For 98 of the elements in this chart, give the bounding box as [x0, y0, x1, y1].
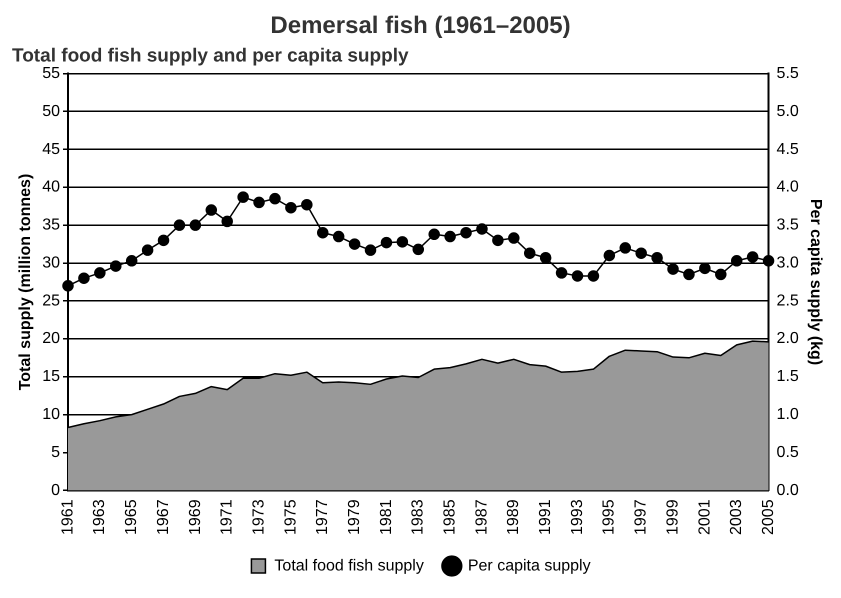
x-tick-label: 1977: [314, 499, 332, 535]
point: [62, 280, 74, 292]
point: [492, 234, 504, 246]
y2-tick-label: 1.0: [776, 406, 799, 424]
x-tick-label: 1965: [123, 499, 140, 535]
x-tick-label: 2003: [728, 499, 746, 535]
point: [428, 228, 440, 240]
x-tick-label: 2001: [696, 499, 714, 535]
point: [78, 272, 90, 284]
point: [316, 226, 328, 238]
point: [412, 244, 424, 256]
y-tick-label: 20: [42, 330, 60, 348]
point: [237, 191, 249, 203]
point: [444, 230, 456, 242]
y-tick-label: 35: [42, 216, 60, 234]
y2-axis-title: Per capita supply (kg): [806, 198, 824, 366]
x-tick-label: 1999: [664, 499, 682, 535]
point: [460, 226, 472, 238]
point: [476, 223, 488, 235]
x-tick-label: 1985: [442, 499, 459, 535]
point: [94, 267, 106, 279]
y-tick-label: 30: [42, 254, 60, 272]
y-axis-title: Total supply (million tonnes): [17, 174, 34, 390]
point: [253, 196, 265, 208]
y2-tick-label: 3.0: [776, 254, 799, 272]
y2-tick-label: 5.0: [776, 102, 799, 120]
point: [762, 255, 774, 267]
x-tick-label: 1995: [600, 499, 618, 535]
point: [348, 238, 360, 250]
y-tick-label: 15: [42, 368, 60, 386]
y2-tick-label: 4.0: [776, 178, 799, 196]
y-tick-label: 45: [42, 140, 60, 158]
x-tick-label: 1975: [282, 499, 300, 535]
x-tick-label: 1971: [218, 499, 236, 535]
point: [540, 252, 552, 264]
y2-tick-label: 2.0: [776, 330, 799, 348]
point: [142, 244, 154, 256]
y2-tick-label: 2.5: [776, 292, 799, 310]
point: [396, 236, 408, 248]
y2-tick-label: 1.5: [776, 368, 799, 386]
y-tick-label: 10: [42, 406, 60, 424]
point: [110, 260, 122, 272]
y-tick-label: 25: [42, 292, 60, 310]
point: [190, 219, 202, 231]
y2-tick-label: 0.0: [776, 482, 799, 499]
point: [206, 204, 218, 216]
point: [635, 247, 647, 259]
x-tick-label: 1983: [410, 499, 427, 535]
x-tick-label: 1981: [378, 499, 395, 535]
y2-tick-label: 3.5: [776, 216, 799, 234]
y2-tick-label: 0.5: [776, 444, 799, 461]
point: [699, 262, 711, 274]
y-tick-label: 55: [42, 65, 60, 82]
x-tick-label: 1973: [250, 499, 268, 535]
x-tick-label: 1967: [154, 499, 172, 535]
point: [651, 252, 663, 264]
point: [380, 236, 392, 248]
point: [524, 247, 536, 259]
point: [508, 232, 520, 244]
point: [730, 255, 742, 267]
x-tick-label: 1993: [568, 499, 586, 535]
x-tick-label: 2005: [760, 499, 777, 535]
x-tick-label: 1991: [537, 499, 554, 535]
point: [269, 192, 281, 204]
x-tick-label: 1997: [632, 499, 650, 535]
point: [158, 234, 170, 246]
y-tick-label: 40: [42, 178, 60, 196]
x-tick-label: 1963: [91, 499, 108, 535]
chart-subtitle: Total food fish supply and per capita supply: [12, 45, 409, 66]
y-tick-label: 50: [42, 102, 60, 120]
x-tick-label: 1989: [505, 499, 522, 535]
point: [301, 198, 313, 210]
point: [588, 270, 600, 282]
point: [683, 268, 695, 280]
point: [364, 244, 376, 256]
point: [285, 202, 297, 214]
point: [572, 270, 584, 282]
x-tick-label: 1961: [59, 499, 76, 535]
point: [556, 267, 568, 279]
y2-tick-label: 4.5: [776, 140, 799, 158]
legend-label: Total food fish supply: [274, 557, 424, 574]
y-tick-label: 0: [51, 482, 60, 499]
point: [715, 268, 727, 280]
x-tick-label: 1969: [186, 499, 204, 535]
point: [604, 250, 616, 262]
point: [620, 242, 632, 254]
x-tick-label: 1979: [346, 499, 363, 535]
point: [332, 230, 344, 242]
y-tick-label: 5: [51, 444, 60, 461]
point: [221, 216, 233, 228]
point: [174, 219, 186, 231]
point: [667, 263, 679, 275]
x-tick-label: 1987: [473, 499, 490, 535]
point: [746, 251, 758, 263]
chart-title: Demersal fish (1961–2005): [270, 12, 571, 40]
point: [126, 255, 138, 267]
legend-label: Per capita supply: [468, 557, 591, 574]
y2-tick-label: 5.5: [776, 65, 799, 82]
